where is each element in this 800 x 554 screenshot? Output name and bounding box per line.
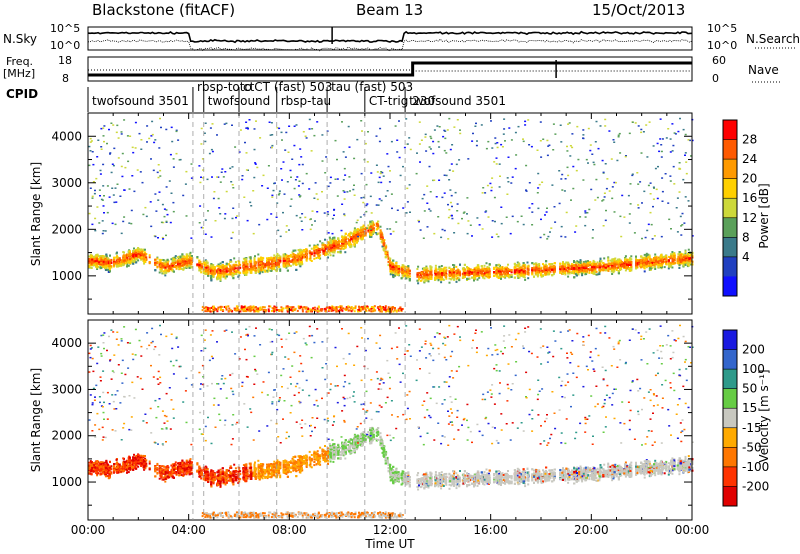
colorbar-swatch [723, 388, 737, 409]
power-panel: 1000 2000 3000 4000 Slant Range [km] [29, 112, 694, 315]
cpid-segment-label: rbsp-tau [281, 94, 331, 108]
power-colorbar-label: Power [dB] [757, 183, 771, 248]
freq-tick-bottom: 8 [62, 72, 69, 85]
colorbar-swatch [723, 237, 737, 258]
date-title: 15/Oct/2013 [592, 1, 685, 19]
noise-right-tick-bottom: 10^0 [707, 39, 737, 52]
colorbar-swatch [723, 217, 737, 238]
y-tick-label: 3000 [51, 382, 82, 396]
x-tick-label: 16:00 [473, 523, 508, 537]
station-title: Blackstone (fitACF) [92, 1, 235, 19]
colorbar-tick-label: -100 [742, 460, 769, 474]
noise-left-tick-top: 10^5 [50, 22, 80, 35]
colorbar-swatch [723, 256, 737, 277]
cpid-segment-label: CT-trig 230 [369, 94, 435, 108]
x-tick-label: 20:00 [574, 523, 609, 537]
y-tick-label: 3000 [51, 176, 82, 190]
x-tick-label: 12:00 [373, 523, 408, 537]
colorbar-swatch [723, 276, 737, 297]
colorbar-swatch [723, 349, 737, 370]
cpid-segment-label: twofsound 3501 [92, 94, 189, 108]
cpid-segment-label: rbsp-toto [197, 80, 252, 94]
colorbar-tick-label: 12 [742, 211, 757, 225]
freq-label-line2: [MHz] [3, 67, 35, 80]
velocity-panel: 1000 2000 3000 4000 Slant Range [km] [29, 319, 694, 521]
y-tick-label: 2000 [51, 429, 82, 443]
colorbar-swatch [723, 486, 737, 507]
noise-left-tick-bottom: 10^0 [50, 39, 80, 52]
colorbar-swatch [723, 369, 737, 390]
cpid-segment-label: twofsound 3501 [409, 94, 506, 108]
colorbar-swatch [723, 447, 737, 468]
nave-label: Nave [748, 63, 779, 77]
beam-title: Beam 13 [356, 1, 423, 19]
colorbar-swatch [723, 408, 737, 429]
colorbar-swatch [723, 330, 737, 351]
velocity-colorbar-label: Velocity [m s⁻¹] [757, 369, 771, 462]
colorbar-tick-label: 16 [742, 191, 757, 205]
x-tick-label: 00:00 [675, 523, 710, 537]
y-tick-label: 1000 [51, 269, 82, 283]
noise-sky-label: N.Sky [3, 32, 37, 46]
power-colorbar: 28 24 20 16 12 8 4 [722, 119, 757, 297]
cpid-segment-label: tau (fast) 503 [331, 80, 413, 94]
freq-tick-top: 18 [58, 54, 72, 67]
colorbar-tick-label: -15 [742, 421, 762, 435]
colorbar-tick-label: 15 [742, 401, 757, 415]
x-axis-label: Time UT [364, 537, 415, 551]
velocity-colorbar: 200 100 50 15 -15 -50 -100 -200 [722, 329, 769, 507]
colorbar-tick-label: 8 [742, 230, 750, 244]
colorbar-tick-label: 28 [742, 133, 757, 147]
power-ylabel: Slant Range [km] [29, 162, 43, 266]
cpid-label: CPID [6, 87, 38, 101]
velocity-scatter [88, 324, 694, 519]
nave-tick-bottom: 0 [712, 72, 719, 85]
noise-right-tick-top: 10^5 [707, 22, 737, 35]
colorbar-tick-label: -200 [742, 479, 769, 493]
y-tick-label: 1000 [51, 475, 82, 489]
colorbar-tick-label: 4 [742, 250, 750, 264]
freq-label-line1: Freq. [6, 55, 33, 68]
y-tick-label: 2000 [51, 222, 82, 236]
colorbar-tick-label: 24 [742, 152, 757, 166]
colorbar-swatch [723, 120, 737, 141]
x-tick-label: 00:00 [71, 523, 106, 537]
colorbar-tick-label: 20 [742, 172, 757, 186]
x-tick-label: 08:00 [272, 523, 307, 537]
colorbar-tick-label: 200 [742, 343, 765, 357]
colorbar-swatch [723, 427, 737, 448]
noise-search-label: N.Search [746, 32, 800, 46]
cpid-segment-label: ctCT (fast) 503 [243, 80, 332, 94]
colorbar-swatch [723, 178, 737, 199]
colorbar-tick-label: 100 [742, 362, 765, 376]
colorbar-swatch [723, 466, 737, 487]
freq-panel: Freq. [MHz] 18 8 60 0 Nave [3, 54, 782, 85]
cpid-row: CPID twofsound 3501rbsp-tototwofsoundctC… [6, 80, 506, 112]
power-scatter [88, 117, 694, 313]
colorbar-tick-label: 50 [742, 382, 757, 396]
x-tick-label: 04:00 [171, 523, 206, 537]
y-tick-label: 4000 [51, 129, 82, 143]
colorbar-tick-label: -50 [742, 440, 762, 454]
velocity-ylabel: Slant Range [km] [29, 368, 43, 472]
colorbar-swatch [723, 159, 737, 180]
nave-tick-top: 60 [712, 54, 726, 67]
colorbar-swatch [723, 198, 737, 219]
colorbar-swatch [723, 139, 737, 160]
y-tick-label: 4000 [51, 336, 82, 350]
noise-panel: N.Sky 10^5 10^0 10^5 10^0 N.Search [3, 22, 800, 52]
